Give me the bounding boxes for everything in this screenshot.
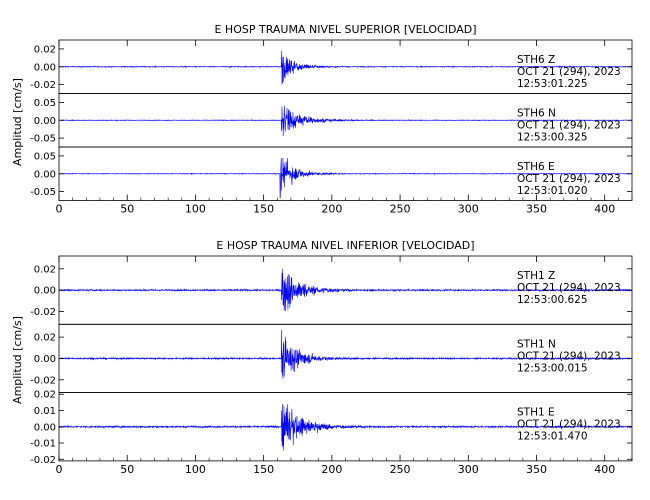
station-label: STH6 N [517, 108, 556, 120]
station-label: STH6 E [517, 161, 555, 173]
y-tick-label: -0.02 [30, 80, 56, 91]
x-tick-label: 200 [321, 463, 342, 476]
figure-panel-2: E HOSP TRAUMA NIVEL INFERIOR [VELOCIDAD]… [11, 239, 633, 476]
y-tick-label: 0.05 [34, 98, 56, 109]
x-tick-label: 0 [56, 203, 63, 216]
chart-title: E HOSP TRAUMA NIVEL SUPERIOR [VELOCIDAD] [214, 23, 476, 36]
x-tick-label: 200 [321, 203, 342, 216]
x-tick-label: 150 [253, 463, 274, 476]
y-tick-label: 0.00 [34, 354, 56, 365]
time-label: 12:53:01.020 [517, 185, 588, 197]
y-axis-label: Amplitud [cm/s] [11, 78, 24, 166]
x-tick-label: 50 [120, 203, 134, 216]
y-tick-label: -0.02 [30, 455, 56, 466]
waveform-line [58, 404, 633, 451]
x-tick-label: 400 [594, 463, 615, 476]
y-tick-label: 0.00 [34, 62, 56, 73]
y-tick-label: -0.05 [30, 187, 56, 198]
x-tick-label: 100 [185, 463, 206, 476]
x-tick-label: 250 [390, 463, 411, 476]
time-label: 12:53:01.470 [517, 431, 588, 443]
time-label: 12:53:00.015 [517, 362, 588, 374]
y-tick-label: -0.02 [30, 307, 56, 318]
station-label: STH6 Z [517, 54, 555, 66]
x-tick-label: 400 [594, 203, 615, 216]
x-tick-label: 350 [526, 203, 547, 216]
waveform-line [58, 105, 633, 136]
x-tick-label: 100 [185, 203, 206, 216]
y-tick-label: 0.02 [34, 44, 56, 55]
time-label: 12:53:00.325 [517, 132, 588, 144]
chart-title: E HOSP TRAUMA NIVEL INFERIOR [VELOCIDAD] [216, 239, 474, 252]
x-tick-label: 300 [458, 463, 479, 476]
y-tick-label: -0.02 [30, 375, 56, 386]
waveform-line [58, 329, 633, 379]
station-label: STH1 E [517, 407, 555, 419]
time-label: 12:53:00.625 [517, 294, 588, 306]
date-label: OCT 21 (294), 2023 [517, 282, 621, 294]
date-label: OCT 21 (294), 2023 [517, 173, 621, 185]
time-label: 12:53:01.225 [517, 78, 588, 90]
x-tick-label: 250 [390, 203, 411, 216]
station-label: STH1 Z [517, 270, 555, 282]
x-tick-label: 350 [526, 463, 547, 476]
date-label: OCT 21 (294), 2023 [517, 66, 621, 78]
y-tick-label: 0.02 [34, 264, 56, 275]
y-axis-label: Amplitud [cm/s] [11, 316, 24, 404]
waveform-line [58, 50, 633, 85]
station-label: STH1 N [517, 338, 556, 350]
x-tick-label: 50 [120, 463, 134, 476]
y-tick-label: 0.00 [34, 116, 56, 127]
figure-panel-1: E HOSP TRAUMA NIVEL SUPERIOR [VELOCIDAD]… [11, 23, 633, 216]
y-tick-label: 0.00 [34, 422, 56, 433]
waveform-line [58, 268, 633, 312]
y-tick-label: 0.01 [34, 406, 56, 417]
x-tick-label: 0 [56, 463, 63, 476]
x-tick-label: 150 [253, 203, 274, 216]
y-tick-label: 0.02 [34, 390, 56, 401]
y-tick-label: 0.00 [34, 286, 56, 297]
date-label: OCT 21 (294), 2023 [517, 350, 621, 362]
x-tick-label: 300 [458, 203, 479, 216]
y-tick-label: -0.05 [30, 134, 56, 145]
y-tick-label: 0.00 [34, 169, 56, 180]
y-tick-label: -0.01 [30, 439, 56, 450]
date-label: OCT 21 (294), 2023 [517, 120, 621, 132]
y-tick-label: 0.02 [34, 333, 56, 344]
waveform-line [58, 157, 633, 199]
date-label: OCT 21 (294), 2023 [517, 419, 621, 431]
y-tick-label: 0.05 [34, 151, 56, 162]
